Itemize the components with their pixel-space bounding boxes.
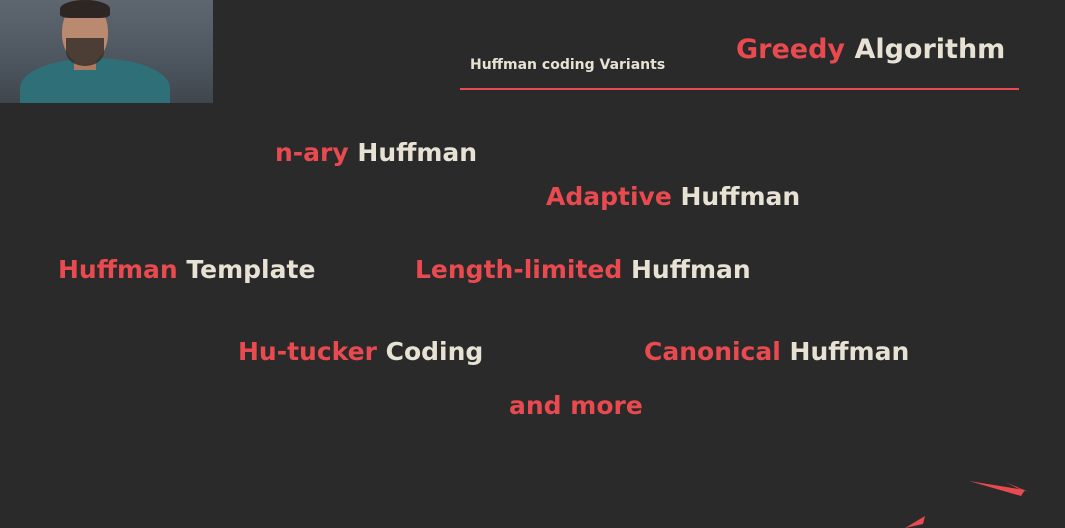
variant-n-ary-huffman: n-ary Huffman — [275, 138, 477, 167]
variant-rest: Huffman — [680, 182, 801, 211]
variant-highlight: Canonical — [644, 337, 781, 366]
variant-huffman-template: Huffman Template — [58, 255, 315, 284]
variant-length-limited-huffman: Length-limited Huffman — [415, 255, 751, 284]
variant-adaptive-huffman: Adaptive Huffman — [546, 182, 800, 211]
and-more-text: and more — [509, 391, 643, 420]
title-underline — [460, 88, 1019, 90]
variant-highlight: Length-limited — [415, 255, 623, 284]
slide-subtitle: Huffman coding Variants — [470, 57, 666, 73]
variant-rest: Huffman — [630, 255, 751, 284]
variant-canonical-huffman: Canonical Huffman — [644, 337, 909, 366]
corner-decoration-icon — [905, 481, 1029, 528]
variant-hu-tucker-coding: Hu-tucker Coding — [238, 337, 483, 366]
variant-rest: Huffman — [357, 138, 478, 167]
presenter-webcam — [0, 0, 213, 103]
variant-highlight: Huffman — [58, 255, 178, 284]
slide-title: Greedy Algorithm — [736, 34, 1005, 65]
slide-title-rest: Algorithm — [854, 34, 1006, 65]
presenter-beard — [66, 38, 104, 66]
variant-highlight: n-ary — [275, 138, 349, 167]
presenter-hair — [60, 0, 110, 18]
variant-rest: Coding — [385, 337, 484, 366]
variant-highlight: Adaptive — [546, 182, 672, 211]
slide-title-highlight: Greedy — [736, 34, 846, 65]
variant-rest: Template — [186, 255, 316, 284]
variant-rest: Huffman — [789, 337, 910, 366]
variant-highlight: Hu-tucker — [238, 337, 377, 366]
